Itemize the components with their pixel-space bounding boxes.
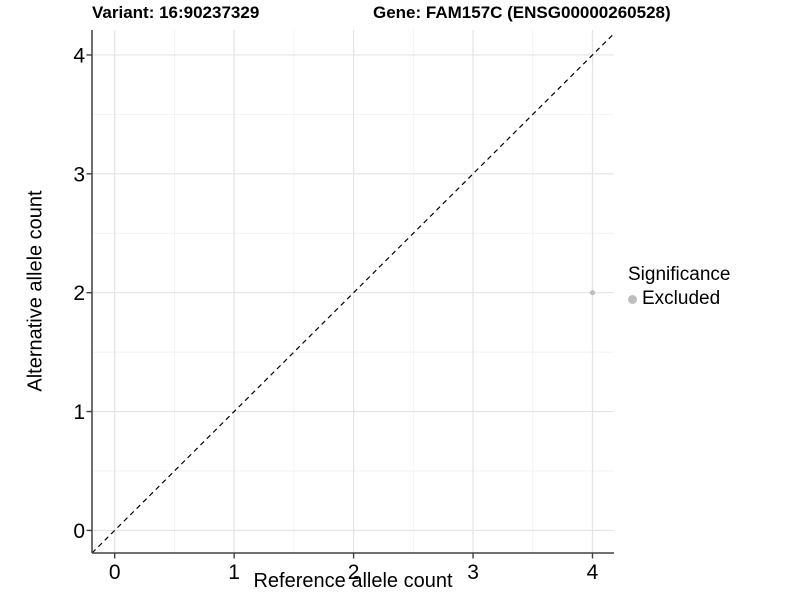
legend-key-dot-icon: [628, 294, 637, 304]
x-axis-title: Reference allele count: [253, 570, 453, 592]
data-point: [589, 290, 596, 296]
legend-item-excluded: Excluded: [628, 288, 730, 310]
legend-item-label: Excluded: [642, 288, 721, 309]
x-tick-label: 1: [228, 561, 240, 584]
plot-title-variant: Variant: 16:90237329: [92, 3, 260, 22]
y-tick-label: 2: [73, 282, 85, 305]
x-tick-label: 4: [587, 561, 599, 584]
y-tick-label: 4: [73, 44, 85, 67]
x-tick-label: 3: [467, 561, 479, 584]
y-tick-label: 1: [73, 401, 85, 424]
x-tick-label: 0: [109, 561, 121, 584]
x-tick-label: 2: [348, 561, 360, 584]
y-axis-title: Alternative allele count: [24, 190, 47, 392]
identity-line: [91, 33, 615, 554]
legend-title: Significance: [628, 264, 731, 285]
y-tick-label: 0: [73, 520, 85, 543]
y-tick-label: 3: [73, 163, 85, 186]
legend: Significance Excluded: [628, 264, 730, 310]
plot-title-gene: Gene: FAM157C (ENSG00000260528): [373, 3, 671, 22]
